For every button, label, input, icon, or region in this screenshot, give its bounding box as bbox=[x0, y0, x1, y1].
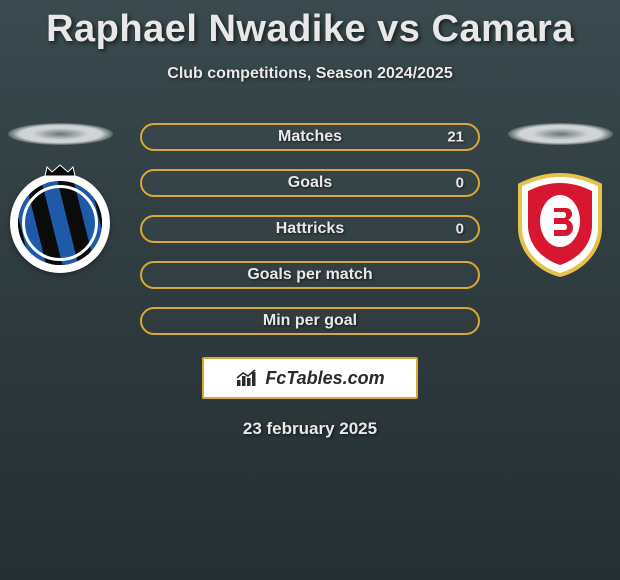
stat-label: Min per goal bbox=[263, 312, 357, 330]
stat-label: Goals bbox=[288, 174, 332, 192]
stat-value-right: 0 bbox=[456, 175, 464, 192]
stat-row-hattricks: Hattricks 0 bbox=[140, 215, 480, 243]
stat-label: Hattricks bbox=[276, 220, 344, 238]
stat-row-matches: Matches 21 bbox=[140, 123, 480, 151]
stat-rows: Matches 21 Goals 0 Hattricks 0 Goals per… bbox=[140, 123, 480, 335]
player-right-column bbox=[500, 123, 620, 277]
club-badge-standard bbox=[516, 173, 604, 277]
player-left-shadow bbox=[8, 123, 113, 145]
footer-date: 23 february 2025 bbox=[0, 419, 620, 439]
stat-row-min-per-goal: Min per goal bbox=[140, 307, 480, 335]
player-right-shadow bbox=[508, 123, 613, 145]
brand-text: FcTables.com bbox=[265, 368, 384, 389]
crown-icon bbox=[43, 163, 77, 177]
brand-box: FcTables.com bbox=[202, 357, 418, 399]
stat-row-goals: Goals 0 bbox=[140, 169, 480, 197]
stat-value-right: 0 bbox=[456, 221, 464, 238]
page-subtitle: Club competitions, Season 2024/2025 bbox=[0, 65, 620, 83]
stat-label: Goals per match bbox=[247, 266, 372, 284]
player-left-column bbox=[0, 123, 120, 273]
page-title: Raphael Nwadike vs Camara bbox=[0, 0, 620, 51]
bar-chart-icon bbox=[235, 368, 259, 388]
stat-row-goals-per-match: Goals per match bbox=[140, 261, 480, 289]
stat-label: Matches bbox=[278, 128, 342, 146]
club-badge-brugge bbox=[10, 173, 110, 273]
stat-value-right: 21 bbox=[447, 129, 464, 146]
comparison-area: Matches 21 Goals 0 Hattricks 0 Goals per… bbox=[0, 123, 620, 439]
